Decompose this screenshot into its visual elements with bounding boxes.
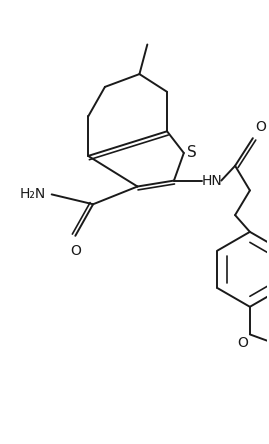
Text: H₂N: H₂N <box>20 187 46 202</box>
Text: S: S <box>187 146 197 160</box>
Text: O: O <box>237 337 248 350</box>
Text: HN: HN <box>201 174 222 187</box>
Text: O: O <box>255 120 266 134</box>
Text: O: O <box>70 244 81 258</box>
